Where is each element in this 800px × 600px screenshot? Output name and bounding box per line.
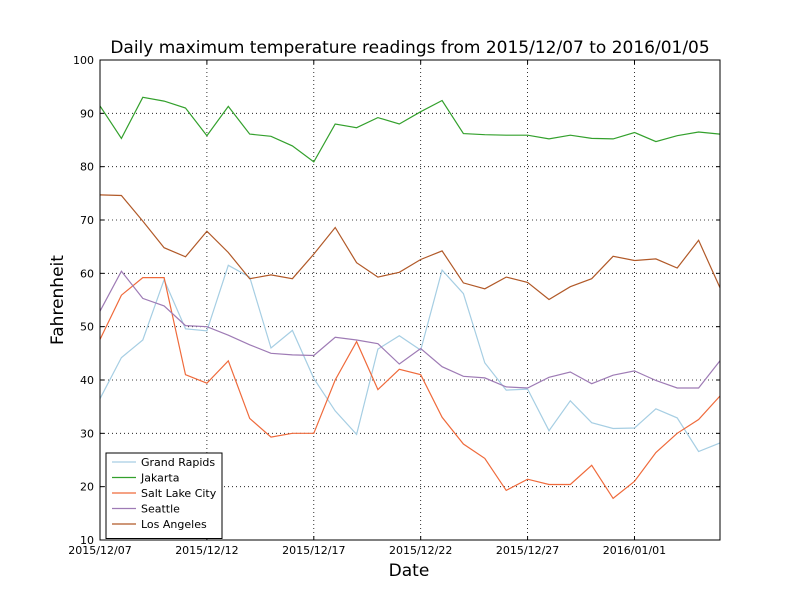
y-tick-label: 30 — [80, 427, 94, 440]
x-tick-label: 2015/12/22 — [389, 544, 452, 557]
series-lines — [99, 96, 721, 500]
y-axis-label: Fahrenheit — [48, 255, 68, 345]
y-tick-label: 70 — [80, 214, 94, 227]
y-tick-label: 80 — [80, 161, 94, 174]
legend: Grand Rapids Jakarta Salt Lake City Seattle… — [105, 452, 223, 539]
y-tick-label: 90 — [80, 107, 94, 120]
legend-label: Salt Lake City — [141, 487, 217, 500]
chart-title: Daily maximum temperature readings from … — [110, 38, 709, 58]
y-tick-label: 100 — [73, 54, 94, 67]
x-tick-label: 2016/01/01 — [603, 544, 666, 557]
legend-label: Seattle — [141, 503, 180, 516]
y-tick-label: 50 — [80, 321, 94, 334]
y-tick-label: 20 — [80, 481, 94, 494]
series-line-seattle — [99, 270, 721, 389]
legend-label: Grand Rapids — [141, 456, 215, 469]
series-line-grand-rapids — [99, 264, 721, 453]
series-line-los-angeles — [99, 194, 721, 301]
y-tick-label: 10 — [80, 534, 94, 547]
legend-label: Jakarta — [140, 472, 179, 485]
y-tick-label: 60 — [80, 267, 94, 280]
series-line-salt-lake-city — [99, 277, 721, 500]
grid — [100, 60, 720, 540]
y-tick-label: 40 — [80, 374, 94, 387]
plot-area-frame — [99, 59, 721, 541]
x-axis-label: Date — [389, 561, 430, 581]
x-tick-label: 2015/12/12 — [175, 544, 238, 557]
x-tick-label: 2015/12/17 — [282, 544, 345, 557]
series-line-jakarta — [99, 96, 721, 163]
x-tick-label: 2015/12/27 — [496, 544, 559, 557]
axis-ticks: 10 20 30 40 50 60 70 80 90 100 2015/12/07 2015/12/1… — [68, 54, 720, 557]
legend-label: Los Angeles — [141, 518, 207, 531]
x-tick-label: 2015/12/07 — [68, 544, 131, 557]
